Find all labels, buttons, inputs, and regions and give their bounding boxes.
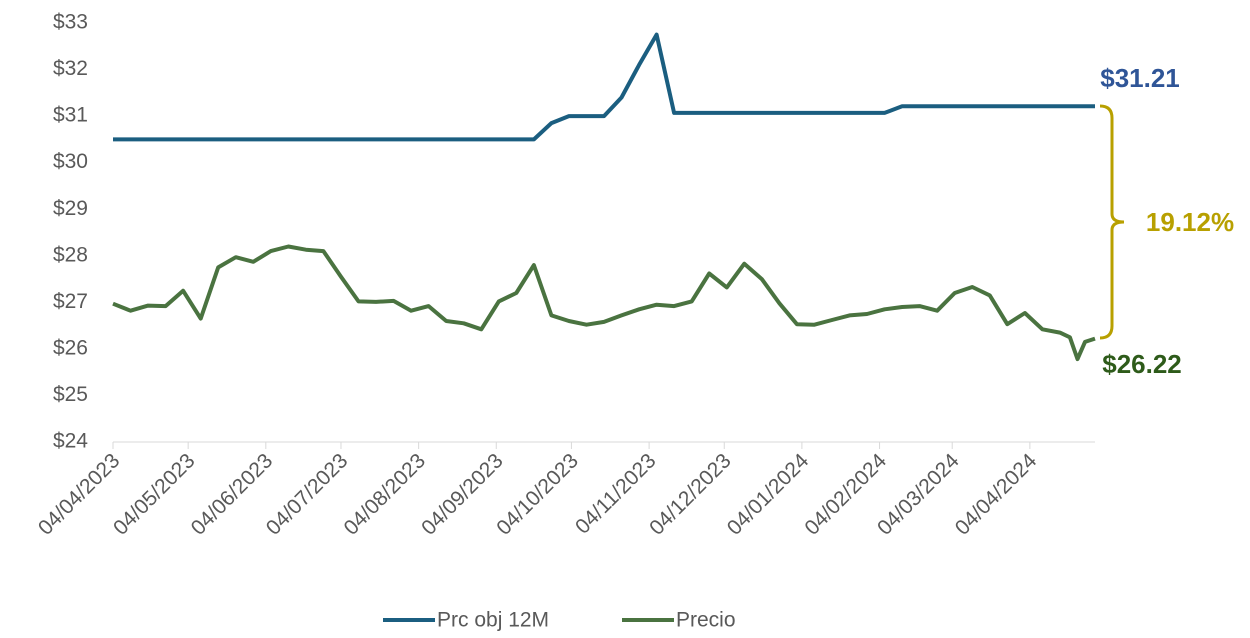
- y-tick-label: $25: [53, 383, 88, 406]
- x-tick-label: 04/07/2023: [262, 449, 353, 540]
- y-tick-label: $31: [53, 104, 88, 127]
- y-tick-label: $33: [53, 11, 88, 34]
- target-label: $31.21: [1100, 63, 1180, 93]
- series-line: [113, 32, 1095, 142]
- y-tick-label: $29: [53, 197, 88, 220]
- x-tick-label: 04/08/2023: [339, 449, 430, 540]
- x-tick-label: 04/04/2024: [951, 449, 1042, 540]
- y-tick-label: $24: [53, 430, 88, 453]
- x-tick-label: 04/10/2023: [492, 449, 583, 540]
- legend-label: Precio: [676, 609, 736, 632]
- series-line: [112, 244, 1096, 362]
- bracket: [1099, 104, 1125, 340]
- price-label: $26.22: [1102, 349, 1182, 379]
- x-tick-label: 04/05/2023: [109, 449, 200, 540]
- y-tick-label: $27: [53, 290, 88, 313]
- legend-label: Prc obj 12M: [437, 609, 549, 632]
- y-tick-label: $30: [53, 150, 88, 173]
- gap-label: 19.12%: [1146, 207, 1234, 237]
- y-tick-label: $28: [53, 243, 88, 266]
- x-tick-label: 04/01/2024: [723, 449, 814, 540]
- y-tick-label: $26: [53, 336, 88, 359]
- x-tick-label: 04/12/2023: [645, 449, 736, 540]
- y-tick-label: $32: [53, 57, 88, 80]
